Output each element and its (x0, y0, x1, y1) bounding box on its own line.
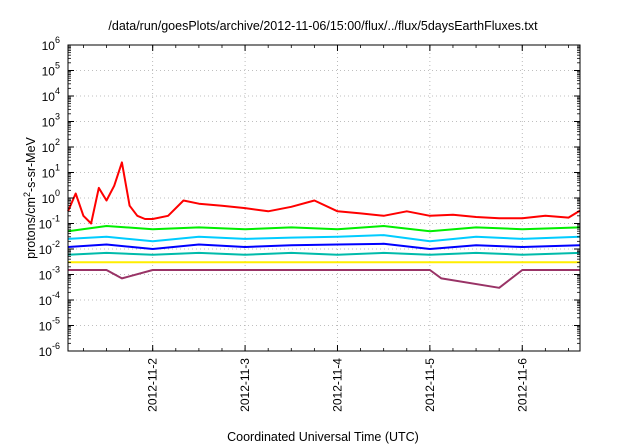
x-tick-label: 2012-11-4 (330, 358, 344, 412)
y-tick-exponent: -2 (52, 239, 60, 249)
x-tick-label: 2012-11-2 (146, 358, 160, 412)
y-tick-base: 10 (42, 39, 56, 53)
y-tick-base: 10 (39, 218, 53, 232)
y-tick-exponent: 4 (55, 86, 60, 96)
y-axis-label-pre: protons/cm (24, 197, 38, 259)
y-tick-exponent: -3 (52, 265, 60, 275)
y-tick-base: 10 (39, 269, 53, 283)
y-tick-label: 10-6 (39, 341, 60, 359)
y-tick-exponent: 2 (55, 137, 60, 147)
y-tick-exponent: 3 (55, 112, 60, 122)
axis-ticks (68, 44, 580, 352)
y-tick-labels: 10610510410310210110010-110-210-310-410-… (39, 35, 60, 359)
y-tick-exponent: 0 (55, 188, 60, 198)
series-line-4 (67, 242, 581, 250)
y-tick-label: 103 (42, 112, 60, 130)
y-tick-label: 102 (42, 137, 60, 155)
y-tick-exponent: -4 (52, 290, 60, 300)
y-tick-base: 10 (42, 192, 56, 206)
y-tick-exponent: 5 (55, 61, 60, 71)
y-tick-label: 105 (42, 61, 60, 79)
y-tick-label: 10-1 (39, 214, 60, 232)
series-line-1 (67, 161, 581, 225)
y-axis-label-sup: 2 (22, 192, 32, 197)
series-line-7 (68, 269, 580, 289)
y-tick-label: 100 (42, 188, 60, 206)
y-tick-base: 10 (39, 345, 53, 359)
series-layer (67, 161, 581, 289)
y-tick-label: 104 (42, 86, 60, 104)
y-tick-label: 10-3 (39, 265, 60, 283)
y-tick-exponent: -6 (52, 341, 60, 351)
y-tick-base: 10 (42, 167, 56, 181)
x-tick-label: 2012-11-3 (238, 358, 252, 412)
y-tick-base: 10 (42, 141, 56, 155)
y-tick-base: 10 (42, 90, 56, 104)
x-tick-label: 2012-11-6 (515, 358, 529, 412)
y-tick-base: 10 (39, 320, 53, 334)
series-line-5 (67, 251, 581, 256)
chart-title: /data/run/goesPlots/archive/2012-11-06/1… (108, 19, 538, 33)
series-line-3 (67, 234, 581, 243)
x-axis-label: Coordinated Universal Time (UTC) (227, 430, 419, 444)
y-tick-exponent: -5 (52, 316, 60, 326)
y-tick-base: 10 (42, 116, 56, 130)
y-tick-label: 10-5 (39, 316, 60, 334)
gridlines (68, 45, 580, 351)
series-line-2 (67, 225, 581, 233)
y-tick-label: 10-4 (39, 290, 60, 308)
y-axis-label: protons/cm2-s-sr-MeV (22, 136, 38, 258)
y-tick-base: 10 (39, 243, 53, 257)
y-tick-base: 10 (42, 65, 56, 79)
y-tick-label: 101 (42, 163, 60, 181)
y-tick-label: 10-2 (39, 239, 60, 257)
y-tick-base: 10 (39, 294, 53, 308)
x-tick-labels: 2012-11-2 2012-11-3 2012-11-4 2012-11-5 2012… (146, 358, 530, 412)
y-tick-exponent: -1 (52, 214, 60, 224)
x-tick-label: 2012-11-5 (423, 358, 437, 412)
y-axis-label-post: -s-sr-MeV (24, 136, 38, 192)
y-tick-exponent: 1 (55, 163, 60, 173)
y-tick-label: 106 (42, 35, 60, 53)
y-tick-exponent: 6 (55, 35, 60, 45)
